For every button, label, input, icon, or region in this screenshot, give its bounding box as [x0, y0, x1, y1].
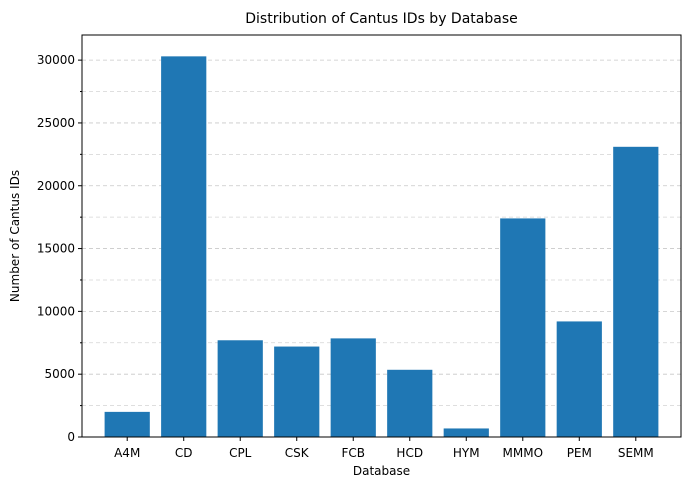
bar-cpl	[217, 340, 263, 437]
x-tick-label: CSK	[285, 446, 310, 460]
plot-frame	[81, 34, 682, 438]
x-tick-label: A4M	[114, 446, 140, 460]
bar-mmmo	[500, 218, 546, 437]
x-tick-label: FCB	[341, 446, 365, 460]
bar-a4m	[104, 411, 150, 437]
y-tick-label: 10000	[37, 304, 75, 318]
y-tick-label: 30000	[37, 53, 75, 67]
chart-title: Distribution of Cantus IDs by Database	[245, 11, 517, 27]
bar-semm	[613, 146, 659, 437]
y-tick-label: 20000	[37, 179, 75, 193]
bar-fcb	[330, 338, 376, 437]
x-tick-label: SEMM	[618, 446, 654, 460]
y-tick-label: 15000	[37, 242, 75, 256]
x-tick-label: CPL	[229, 446, 252, 460]
x-tick-label: PEM	[567, 446, 592, 460]
x-tick-label: MMMO	[503, 446, 544, 460]
y-tick-label: 0	[67, 430, 75, 444]
bar-layer	[104, 56, 659, 437]
x-tick-label: HYM	[453, 446, 480, 460]
bar-cd	[161, 56, 207, 437]
y-tick-label: 25000	[37, 116, 75, 130]
x-tick-label: HCD	[396, 446, 423, 460]
bar-hym	[443, 428, 489, 437]
x-axis-title: Database	[353, 464, 410, 478]
y-axis-title: Number of Cantus IDs	[8, 170, 22, 302]
bar-csk	[274, 346, 320, 437]
x-tick-label: CD	[175, 446, 193, 460]
bar-pem	[556, 321, 602, 437]
bar-hcd	[387, 369, 433, 437]
tick-layer: 0 5000 10000 15000 20000 25000 30000 A4M CD CPL CS…	[37, 53, 654, 460]
y-tick-label: 5000	[44, 367, 75, 381]
